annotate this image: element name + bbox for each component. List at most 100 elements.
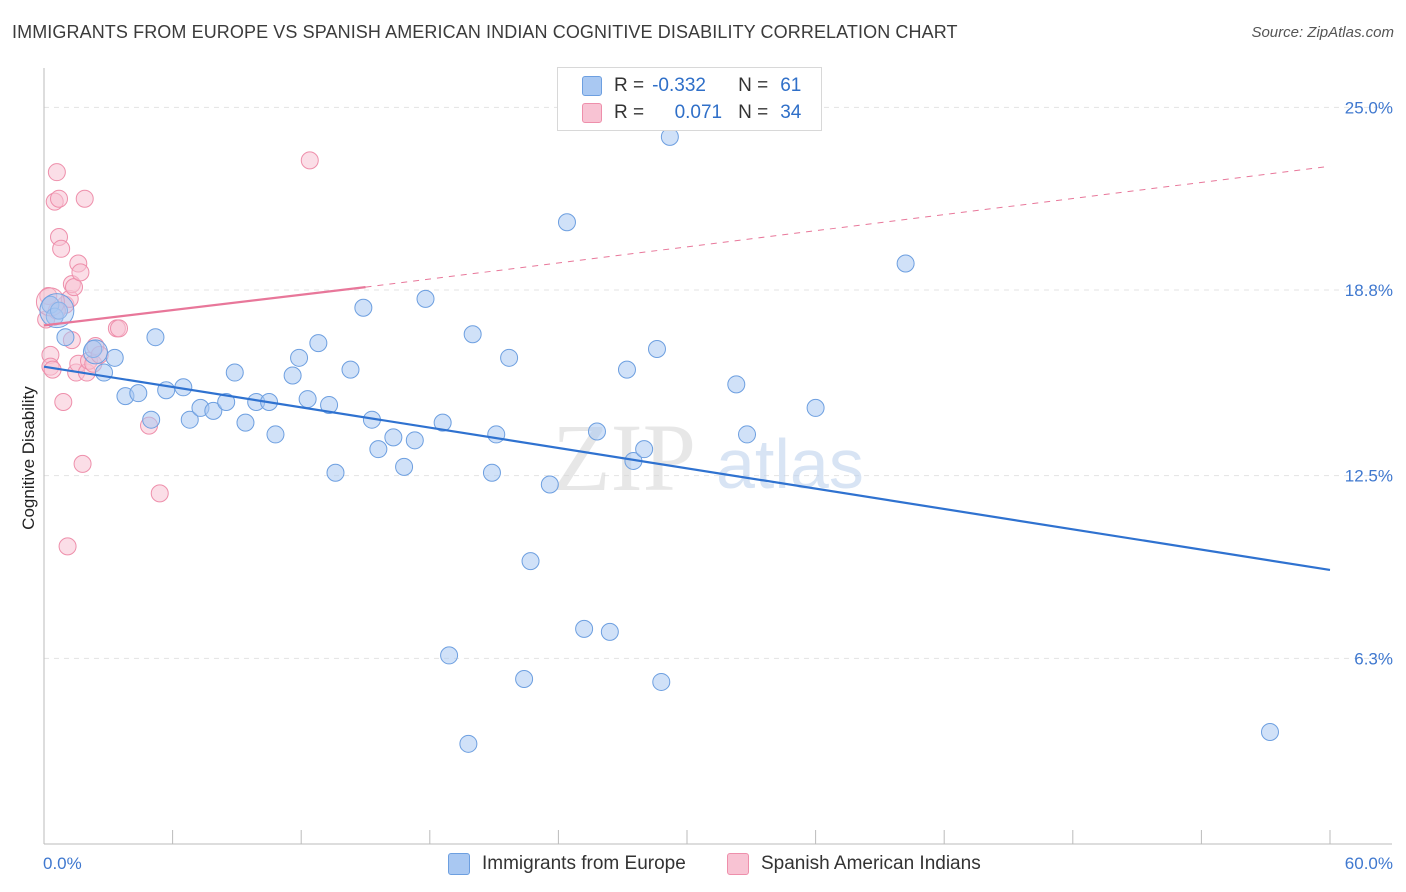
data-point	[354, 298, 373, 317]
data-point	[180, 410, 199, 429]
trend-lines	[43, 165, 1331, 572]
data-point	[521, 552, 540, 571]
axis-labels: 6.3% 12.5% 18.8% 25.0% 0.0% 60.0% Cognitive Di…	[19, 98, 1393, 873]
data-point	[635, 440, 654, 459]
data-point	[540, 475, 559, 494]
data-point	[309, 334, 328, 353]
bottom-legend-swatch-spanish-american-indians	[727, 853, 749, 875]
data-point	[52, 239, 71, 258]
data-point	[290, 348, 309, 367]
y-tick-label: 18.8%	[1345, 281, 1393, 300]
data-point	[515, 669, 534, 688]
legend-r-value: 0.071	[674, 102, 723, 123]
data-point	[298, 390, 317, 409]
y-tick-label: 12.5%	[1345, 467, 1393, 486]
data-point	[652, 672, 671, 691]
data-point	[71, 263, 90, 282]
data-point	[146, 328, 165, 347]
watermark-atlas: atlas	[716, 425, 864, 503]
legend-n-label: N =	[738, 102, 769, 123]
legend-n-value: 34	[780, 102, 802, 123]
data-point	[482, 463, 501, 482]
legend-r-value: -0.332	[652, 75, 706, 96]
data-point	[575, 619, 594, 638]
trend-extension-spanish-american-indians	[365, 165, 1331, 288]
data-point	[500, 348, 519, 367]
axes	[43, 68, 1392, 845]
data-point	[617, 360, 636, 379]
source-credit: Source: ZipAtlas.com	[1251, 24, 1394, 41]
data-point	[341, 360, 360, 379]
data-point	[75, 189, 94, 208]
data-point	[82, 339, 108, 365]
y-tick-label: 25.0%	[1345, 98, 1393, 117]
y-tick-label: 6.3%	[1354, 649, 1393, 668]
series-spanish-american-indians	[35, 151, 319, 556]
data-point	[395, 457, 414, 476]
data-point	[587, 422, 606, 441]
data-point	[896, 254, 915, 273]
data-point	[110, 319, 129, 338]
data-point	[557, 213, 576, 232]
data-point	[384, 428, 403, 447]
data-point	[142, 410, 161, 429]
series-immigrants-from-europe	[39, 127, 1279, 753]
legend-row-spanish-american-indians: R = 0.071 N = 34	[582, 100, 801, 126]
data-point	[405, 431, 424, 450]
data-point	[266, 425, 285, 444]
data-point	[463, 325, 482, 344]
data-point	[300, 151, 319, 170]
x-tick-label: 0.0%	[43, 854, 82, 873]
legend-swatch-europe	[582, 76, 602, 96]
legend-r-label: R =	[614, 102, 645, 123]
data-point	[1260, 723, 1279, 742]
watermark: ZIP atlas	[552, 404, 864, 511]
legend-r-label: R =	[614, 75, 645, 96]
trend-line-spanish-american-indians	[43, 286, 366, 327]
trend-line-europe	[43, 365, 1331, 572]
bottom-legend-label-europe: Immigrants from Europe	[482, 853, 686, 874]
data-point	[73, 454, 92, 473]
data-point	[95, 363, 114, 382]
bottom-legend-spanish-american-indians: Spanish American Indians	[727, 852, 981, 876]
data-point	[47, 163, 66, 182]
y-axis-label: Cognitive Disability	[19, 386, 38, 530]
data-point	[647, 339, 666, 358]
data-point	[440, 646, 459, 665]
data-point	[487, 425, 506, 444]
data-point	[600, 622, 619, 641]
chart-title: IMMIGRANTS FROM EUROPE VS SPANISH AMERIC…	[12, 22, 958, 42]
data-point	[58, 537, 77, 556]
data-point	[105, 348, 124, 367]
data-point	[54, 393, 73, 412]
data-point	[225, 363, 244, 382]
data-point	[150, 484, 169, 503]
data-point	[50, 301, 69, 320]
data-point	[236, 413, 255, 432]
grid-lines	[44, 106, 1392, 659]
data-point	[39, 293, 75, 329]
data-point	[217, 393, 236, 412]
bottom-legend-europe: Immigrants from Europe	[448, 852, 686, 876]
data-point	[433, 413, 452, 432]
data-point	[806, 398, 825, 417]
legend-swatch-spanish-american-indians	[582, 103, 602, 123]
correlation-legend: R = -0.332 N = 61 R = 0.071 N = 34	[557, 67, 822, 131]
data-point	[459, 734, 478, 753]
data-point	[320, 395, 339, 414]
x-tick-label: 60.0%	[1345, 854, 1393, 873]
legend-row-europe: R = -0.332 N = 61	[582, 73, 801, 99]
data-point	[283, 366, 302, 385]
data-point	[326, 463, 345, 482]
data-point	[56, 328, 75, 347]
legend-n-value: 61	[780, 75, 802, 96]
data-point	[204, 401, 223, 420]
bottom-legend-label-spanish-american-indians: Spanish American Indians	[761, 853, 981, 874]
data-point	[738, 425, 757, 444]
bottom-legend-swatch-europe	[448, 853, 470, 875]
data-point	[50, 189, 69, 208]
data-point	[369, 440, 388, 459]
legend-n-label: N =	[738, 75, 769, 96]
data-point	[727, 375, 746, 394]
